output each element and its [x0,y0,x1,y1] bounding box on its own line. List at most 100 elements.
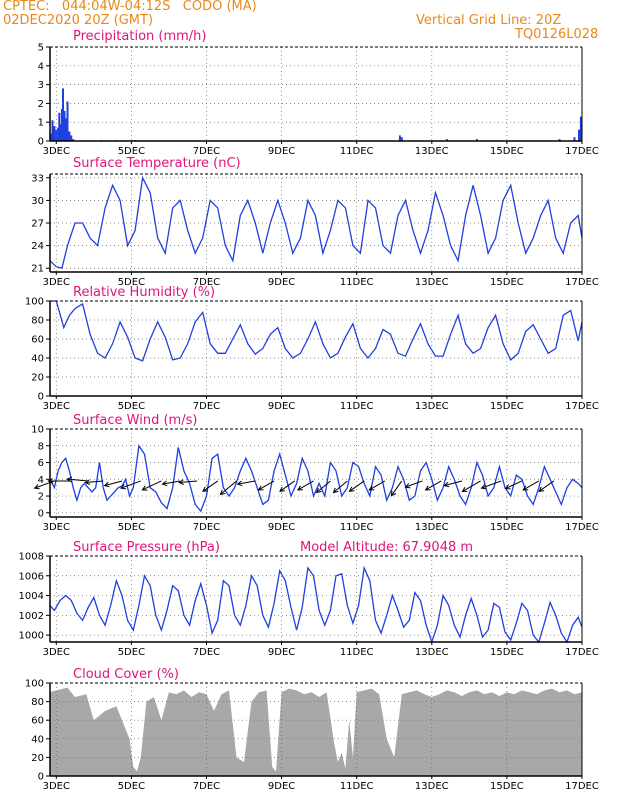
precip-bar [68,131,71,141]
x-tick-label: 11DEC [340,522,374,533]
wind-arrow-shaft [391,480,403,496]
precip-bar [62,88,64,141]
x-tick-label: 13DEC [415,146,449,157]
y-tick-label: 0 [38,137,44,148]
y-tick-label: 0 [38,508,44,519]
precip-bar [475,139,478,141]
wind-arrow-shaft [258,480,275,491]
wind-arrow [279,480,296,492]
wind-arrow-head [332,487,339,494]
wind-arrow-head [84,479,91,485]
y-tick-label: 8 [38,441,44,452]
wind-arrow-shaft [369,480,386,491]
panel-title: Precipitation (mm/h) [73,29,206,44]
x-tick-label: 7DEC [193,522,220,533]
panel-title: Relative Humidity (%) [73,285,215,300]
y-tick-label: 21 [31,264,44,275]
wind-arrow [178,479,198,485]
x-tick-label: 5DEC [118,647,145,658]
precip-bar [66,101,69,141]
wind-arrow-head [202,486,209,492]
wind-arrow [161,480,181,487]
x-tick-label: 9DEC [268,401,295,412]
y-tick-label: 20 [31,753,44,764]
wind-arrow-shaft [538,480,555,492]
wind-arrow-head [424,485,431,491]
x-tick-label: 15DEC [490,277,524,288]
x-tick-label: 3DEC [43,522,70,533]
y-tick-label: 60 [31,716,44,727]
y-tick-label: 40 [31,734,44,745]
cloud-cover-area [49,687,583,776]
y-tick-label: 0 [38,392,44,403]
x-tick-label: 13DEC [415,781,449,792]
wind-arrow-head [368,485,375,491]
x-tick-label: 15DEC [490,647,524,658]
wind-arrow-shaft [279,480,296,492]
wind-arrow-head [47,478,54,484]
wind-arrow [236,480,256,487]
x-tick-label: 11DEC [340,277,374,288]
precip-bar [578,129,580,141]
wind-arrow-head [120,484,127,490]
wind-arrow [219,480,237,496]
y-tick-label: 1 [38,118,44,129]
y-tick-label: 33 [31,173,44,184]
wind-arrow-shaft [142,480,162,491]
x-tick-label: 17DEC [565,146,599,157]
wind-arrow-head [480,484,487,490]
x-tick-label: 7DEC [193,647,220,658]
x-tick-label: 17DEC [565,781,599,792]
wind-arrow [522,480,540,491]
wind-arrow [461,480,481,493]
wind-arrow [424,480,442,491]
wind-arrow-head [443,481,450,488]
wind-arrow-shaft [505,480,523,490]
x-tick-label: 5DEC [118,146,145,157]
wind-arrow-head [522,485,529,491]
y-tick-label: 30 [31,196,44,207]
wind-arrow-head [390,490,397,497]
x-tick-label: 3DEC [43,647,70,658]
wind-arrow-head [66,476,73,483]
wind-arrow-shaft [481,480,502,489]
wind-arrow-shaft [405,480,423,488]
precip-bar [63,110,66,141]
wind-arrow [348,480,365,492]
x-tick-label: 3DEC [43,401,70,412]
wind-arrows [33,476,555,497]
wind-arrow-shaft [202,480,219,492]
wind-arrow-head [461,486,468,493]
x-tick-label: 7DEC [193,781,220,792]
x-tick-label: 17DEC [565,277,599,288]
wind-arrow-head [141,485,148,491]
x-tick-label: 3DEC [43,781,70,792]
wind-arrow [257,480,275,491]
wind-arrow-shaft [85,480,104,484]
x-tick-label: 15DEC [490,401,524,412]
wind-arrow [480,480,502,490]
wind-arrow-shaft [333,480,348,493]
wind-arrow-head [296,485,303,491]
wind-arrow [66,476,89,483]
x-tick-label: 11DEC [340,647,374,658]
wind-arrow-shaft [522,480,540,491]
precip-bar [58,112,61,141]
y-tick-label: 1002 [19,611,44,622]
panel-2: Relative Humidity (%) 0 20 40 60 80 100 3DEC 5DE… [25,285,599,412]
x-tick-label: 9DEC [268,647,295,658]
wind-arrow-head [219,489,226,496]
y-tick-label: 4 [38,475,44,486]
wind-arrow [47,478,70,484]
wind-arrow-shaft [316,480,331,493]
y-tick-label: 40 [31,354,44,365]
wind-arrow [120,480,141,490]
precip-bar [558,139,561,141]
y-tick-label: 2 [38,492,44,503]
x-tick-label: 15DEC [490,146,524,157]
x-tick-label: 15DEC [490,781,524,792]
wind-arrow-head [257,485,264,491]
x-tick-label: 17DEC [565,401,599,412]
x-tick-label: 13DEC [415,401,449,412]
x-tick-label: 11DEC [340,401,374,412]
